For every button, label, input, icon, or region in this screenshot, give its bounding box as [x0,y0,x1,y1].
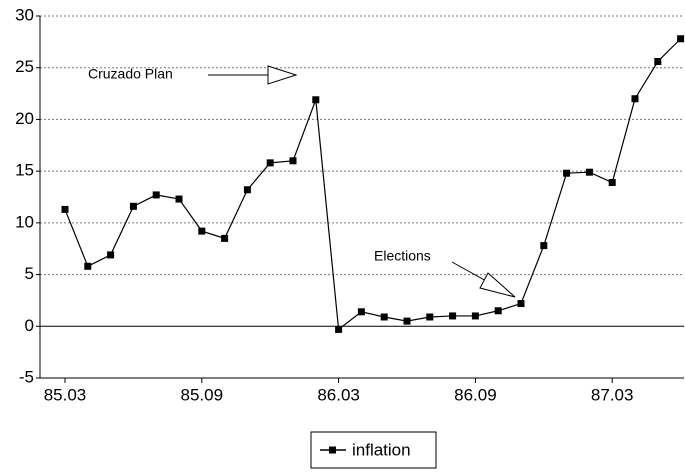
point-marker [677,35,685,43]
annotation: Cruzado Plan [88,66,173,82]
y-tick-label: 30 [15,5,34,24]
x-tick-label: 85.09 [181,385,224,404]
point-marker [608,179,616,187]
plot-area: -5 0 5 10 15 20 25 30 85.03 85.09 86.03 86.09 87.03 [15,5,685,404]
point-marker [357,308,365,316]
point-marker [289,157,297,165]
point-marker [631,95,639,103]
point-marker [129,202,137,210]
y-tick-label: -5 [19,367,34,386]
point-marker [61,205,69,213]
x-tick-label: 86.09 [454,385,497,404]
point-marker [380,313,388,321]
annotation: Elections [374,248,431,264]
point-marker [654,58,662,66]
point-marker [471,312,479,320]
point-marker [563,169,571,177]
y-tick-label: 5 [25,264,34,283]
x-tick-label: 86.03 [317,385,360,404]
arrow-head [267,65,298,85]
point-marker [221,234,229,242]
point-marker [335,325,343,333]
point-marker [107,251,115,259]
point-marker [198,227,206,235]
legend-marker [329,446,336,454]
point-marker [266,159,274,167]
point-marker [312,96,320,104]
x-tick-label: 85.03 [44,385,87,404]
point-marker [84,262,92,270]
point-marker [426,313,434,321]
legend: inflation [310,431,437,469]
point-marker [540,242,548,250]
point-marker [517,300,525,308]
point-marker [449,312,457,320]
point-marker [152,191,160,199]
x-tick-label: 87.03 [591,385,634,404]
point-marker [494,307,502,315]
y-tick-label: 25 [15,57,34,76]
arrow-head [479,272,516,298]
point-marker [403,317,411,325]
y-tick-label: 0 [25,316,34,335]
point-marker [243,186,251,194]
point-marker [175,195,183,203]
y-tick-label: 15 [15,161,34,180]
y-tick-label: 10 [15,212,34,231]
series-line [64,38,682,331]
legend-label: inflation [352,440,411,459]
y-tick-label: 20 [15,109,34,128]
point-marker [585,168,593,176]
